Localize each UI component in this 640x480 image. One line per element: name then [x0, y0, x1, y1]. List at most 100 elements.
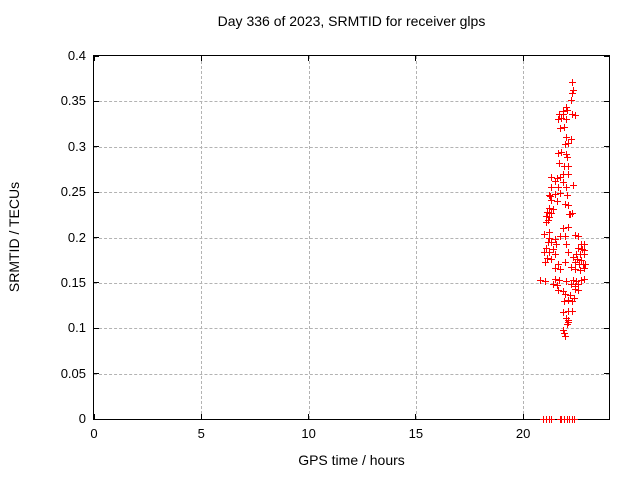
data-point [554, 175, 562, 182]
data-point [544, 208, 552, 216]
data-point [563, 134, 571, 142]
data-point [580, 241, 588, 249]
data-point [560, 327, 567, 335]
data-point [564, 321, 572, 329]
y-axis-label: SRMTID / TECUs [6, 181, 22, 293]
data-point [581, 275, 589, 283]
data-point [574, 255, 582, 263]
data-point [555, 276, 563, 284]
data-point [546, 249, 554, 257]
y-tick [94, 55, 99, 57]
data-point [563, 116, 571, 124]
data-point [541, 277, 549, 285]
y-tick-mirror [604, 100, 609, 102]
data-point [577, 276, 585, 284]
data-point [580, 264, 588, 272]
data-point [569, 86, 577, 94]
y-tick-label: 0.15 [60, 274, 86, 290]
data-point [544, 254, 552, 262]
data-point [543, 213, 551, 221]
data-point [568, 135, 576, 143]
data-point [563, 150, 571, 158]
data-point [561, 201, 569, 209]
x-tick [308, 414, 310, 419]
data-point [571, 258, 579, 266]
x-tick [415, 414, 417, 419]
data-point [560, 297, 568, 305]
data-point [564, 139, 572, 147]
data-point [571, 285, 579, 293]
data-point [578, 256, 586, 264]
data-point [556, 233, 564, 241]
data-point [553, 241, 561, 249]
y-tick [94, 282, 99, 284]
data-point [578, 245, 586, 253]
data-point [549, 281, 557, 289]
data-point [547, 210, 555, 218]
y-tick-mirror [604, 327, 609, 329]
x-tick-label: 20 [515, 426, 531, 441]
data-point [556, 190, 564, 198]
data-point [575, 261, 583, 269]
data-point [573, 277, 581, 285]
data-point [544, 238, 552, 246]
chart-title: Day 336 of 2023, SRMTID for receiver glp… [217, 13, 486, 29]
data-point [558, 115, 566, 123]
y-tick-label: 0.2 [67, 229, 86, 245]
data-point [566, 211, 574, 219]
data-point [568, 78, 576, 86]
x-tick [93, 414, 95, 419]
data-point [580, 251, 588, 259]
y-tick [94, 191, 99, 193]
data-point [556, 125, 564, 133]
data-point [554, 116, 562, 124]
y-tick-mirror [604, 237, 609, 238]
data-point [564, 202, 572, 210]
data-point [569, 276, 577, 284]
data-point [555, 111, 563, 119]
y-tick-label: 0.1 [67, 320, 86, 336]
gridline-horizontal [94, 282, 609, 284]
data-point [543, 244, 551, 252]
data-point [564, 163, 572, 171]
data-point [548, 255, 556, 263]
data-point [556, 265, 564, 273]
data-point [546, 193, 554, 201]
data-point [545, 192, 553, 200]
data-point [546, 214, 554, 222]
data-point [554, 261, 562, 269]
y-tick [94, 100, 99, 102]
data-point [562, 140, 570, 148]
y-tick-label: 0.4 [67, 48, 86, 63]
gridline-horizontal [94, 192, 609, 194]
y-tick-mirror [604, 282, 609, 284]
data-point [561, 233, 569, 241]
plot-area [93, 55, 610, 423]
data-point [560, 224, 567, 232]
y-tick [94, 373, 99, 375]
data-point [556, 174, 564, 182]
data-point [554, 149, 562, 157]
data-point [563, 314, 571, 322]
x-tick-mirror [308, 56, 310, 61]
data-point [560, 124, 568, 132]
data-point [554, 286, 562, 294]
data-point [548, 239, 556, 247]
data-point [540, 249, 548, 257]
gridline-horizontal [94, 373, 609, 375]
data-point [564, 224, 572, 232]
x-tick-label: 10 [301, 426, 316, 441]
data-point [569, 253, 577, 261]
data-point [560, 111, 568, 119]
data-point [549, 205, 557, 213]
data-point [545, 204, 553, 212]
data-point [564, 171, 572, 179]
data-point [566, 292, 574, 300]
data-point [560, 163, 568, 171]
data-point [571, 112, 579, 120]
data-point [554, 197, 562, 205]
data-point [560, 309, 567, 317]
data-point [564, 249, 572, 257]
data-point [563, 241, 571, 249]
data-point [555, 160, 563, 168]
